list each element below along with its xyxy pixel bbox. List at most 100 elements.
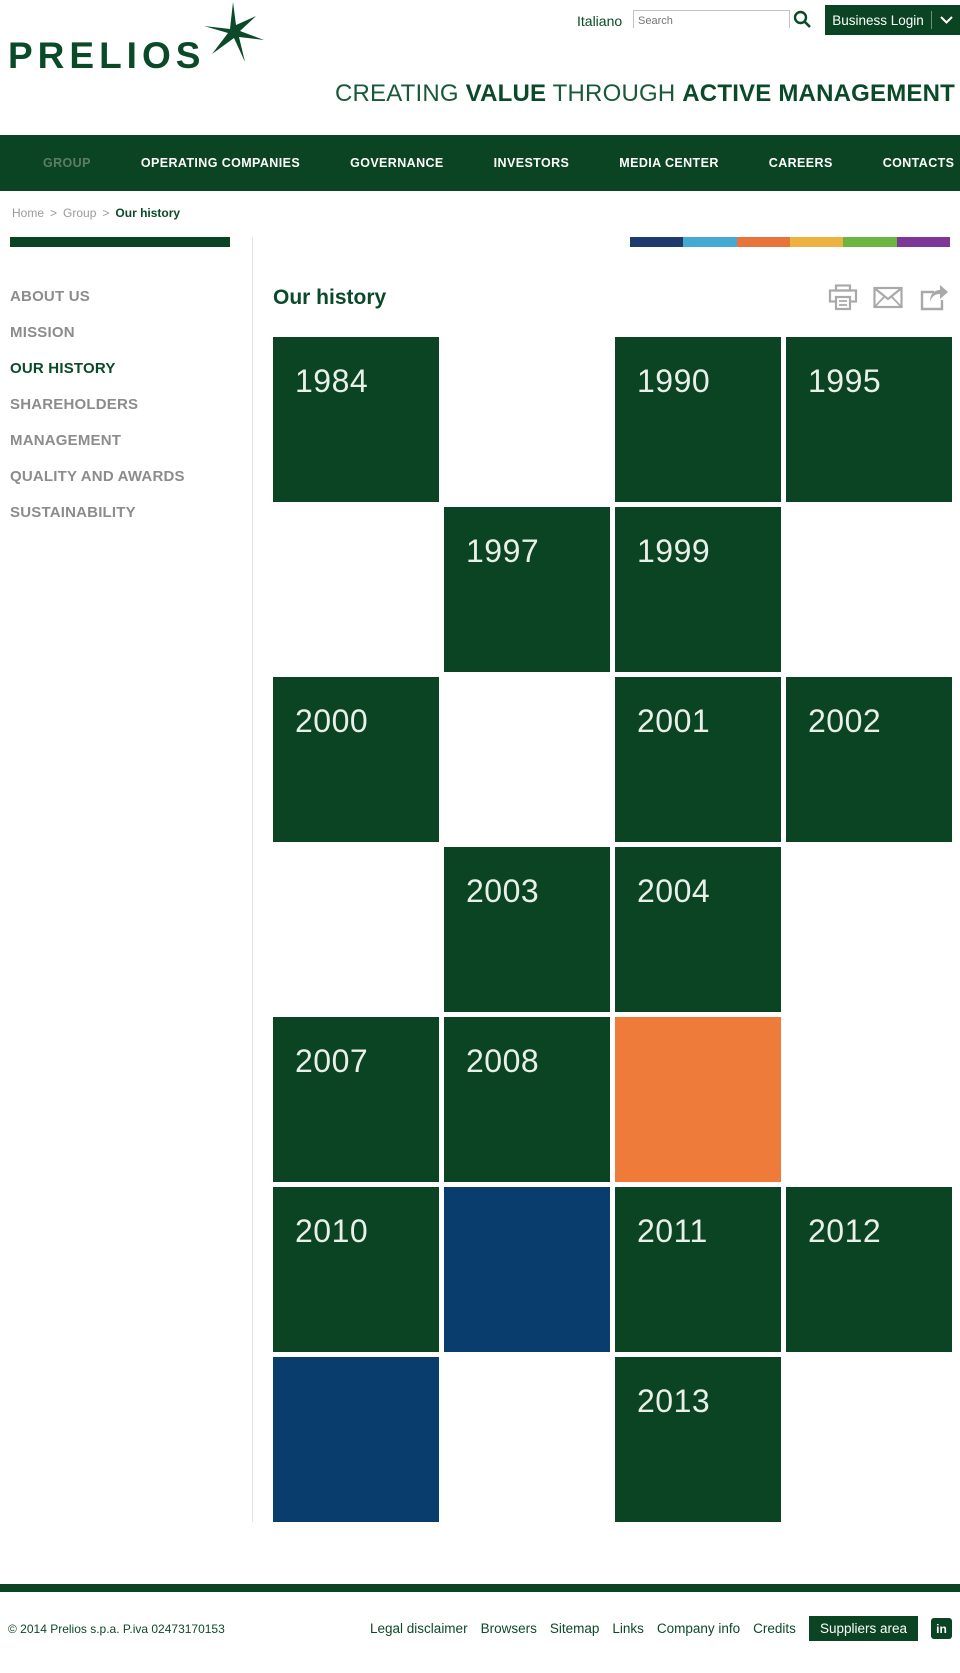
- sidebar-item-management[interactable]: MANAGEMENT: [10, 431, 122, 449]
- breadcrumb-separator: >: [50, 206, 58, 220]
- sidebar-item-sustainability[interactable]: SUSTAINABILITY: [10, 503, 136, 521]
- suppliers-area-button[interactable]: Suppliers area: [808, 1616, 918, 1641]
- tile-year: 2007: [295, 1043, 369, 1079]
- timeline-tile-2001[interactable]: 2001: [615, 677, 781, 842]
- nav-item-governance[interactable]: GOVERNANCE: [350, 156, 444, 170]
- timeline-tile-2000[interactable]: 2000: [273, 677, 439, 842]
- nav-item-media-center[interactable]: MEDIA CENTER: [619, 156, 719, 170]
- search-box: [633, 10, 790, 29]
- sidebar-item-about-us[interactable]: ABOUT US: [10, 287, 90, 305]
- timeline-cell-empty: [444, 677, 610, 842]
- main-nav: GROUP OPERATING COMPANIES GOVERNANCE INVEST…: [0, 135, 960, 191]
- footer-link-company-info[interactable]: Company info: [656, 1621, 741, 1636]
- breadcrumb-item[interactable]: Group: [63, 206, 97, 220]
- tile-year: 2002: [808, 703, 882, 739]
- tile-year: 2011: [637, 1213, 708, 1249]
- tile-year: 2012: [808, 1213, 882, 1249]
- page-toolbar: [828, 284, 948, 311]
- tile-year: 1995: [808, 363, 882, 399]
- tile-year: 2008: [466, 1043, 540, 1079]
- prelios-logo-graphic: PRELIOS: [8, 2, 264, 76]
- timeline-cell-empty: [444, 337, 610, 502]
- timeline-tile-blue[interactable]: [444, 1187, 610, 1352]
- prelios-logo[interactable]: PRELIOS: [8, 2, 270, 79]
- sidebar-item-quality-and-awards[interactable]: QUALITY AND AWARDS: [10, 467, 185, 485]
- footer-link-legal-disclaimer[interactable]: Legal disclaimer: [370, 1621, 468, 1636]
- tile-year: 1990: [637, 363, 711, 399]
- tagline: CREATING VALUE THROUGH ACTIVE MANAGEMENT: [335, 80, 955, 108]
- timeline-tile-blue[interactable]: [273, 1357, 439, 1522]
- footer-accent-bar: [0, 1584, 960, 1592]
- tile-year: 1984: [295, 363, 369, 399]
- chevron-down-icon[interactable]: [931, 11, 960, 29]
- nav-item-careers[interactable]: CAREERS: [768, 156, 833, 170]
- tile-year: 2004: [637, 873, 711, 909]
- timeline-tile-1990[interactable]: 1990: [615, 337, 781, 502]
- nav-item-contacts[interactable]: CONTACTS: [882, 156, 955, 170]
- timeline-tile-2012[interactable]: 2012: [786, 1187, 952, 1352]
- sidebar-accent-bar: [10, 237, 230, 247]
- color-stripe-bar: [630, 237, 950, 247]
- timeline-tile-2010[interactable]: 2010: [273, 1187, 439, 1352]
- language-link[interactable]: Italiano: [577, 13, 623, 29]
- search-icon[interactable]: [793, 10, 811, 28]
- nav-item-group[interactable]: GROUP: [43, 156, 91, 170]
- business-login-button[interactable]: Business Login: [825, 5, 960, 35]
- footer-link-credits[interactable]: Credits: [753, 1621, 796, 1636]
- sidebar-item-shareholders[interactable]: SHAREHOLDERS: [10, 395, 139, 413]
- tile-year: 2013: [637, 1383, 711, 1419]
- timeline-tile-1997[interactable]: 1997: [444, 507, 610, 672]
- stripe-segment: [843, 237, 897, 247]
- footer-link-browsers[interactable]: Browsers: [480, 1621, 537, 1636]
- tile-year: 2010: [295, 1213, 369, 1249]
- tile-year: 2000: [295, 703, 369, 739]
- stripe-segment: [630, 237, 684, 247]
- sidebar-item-our-history[interactable]: OUR HISTORY: [10, 359, 116, 377]
- timeline-cell-empty: [273, 507, 439, 672]
- breadcrumb-item: Our history: [115, 206, 181, 220]
- stripe-segment: [789, 237, 844, 247]
- tagline-segment: ACTIVE MANAGEMENT: [682, 80, 955, 107]
- timeline-tile-1995[interactable]: 1995: [786, 337, 952, 502]
- timeline-tile-2003[interactable]: 2003: [444, 847, 610, 1012]
- star-icon: [204, 2, 264, 62]
- tagline-segment: CREATING: [334, 80, 466, 107]
- timeline-tile-2007[interactable]: 2007: [273, 1017, 439, 1182]
- page-title: Our history: [273, 286, 387, 309]
- timeline-cell-empty: [786, 847, 952, 1012]
- tile-year: 1997: [466, 533, 540, 569]
- footer-link-links[interactable]: Links: [612, 1621, 644, 1636]
- nav-item-investors[interactable]: INVESTORS: [493, 156, 570, 170]
- breadcrumb-item[interactable]: Home: [12, 206, 45, 220]
- timeline-tile-orange[interactable]: [615, 1017, 781, 1182]
- timeline-tile-2002[interactable]: 2002: [786, 677, 952, 842]
- footer-links: Legal disclaimer Browsers Sitemap Links Comp…: [370, 1616, 952, 1641]
- tile-year: 1999: [637, 533, 711, 569]
- tile-year: 2001: [637, 703, 711, 739]
- timeline-tile-2011[interactable]: 2011: [615, 1187, 781, 1352]
- share-icon[interactable]: [918, 284, 948, 311]
- logo-text: PRELIOS: [8, 35, 205, 74]
- timeline-tile-1999[interactable]: 1999: [615, 507, 781, 672]
- business-login-label: Business Login: [832, 12, 924, 28]
- tile-year: 2003: [466, 873, 540, 909]
- footer-link-sitemap[interactable]: Sitemap: [549, 1621, 600, 1636]
- timeline-cell-empty: [786, 1017, 952, 1182]
- copyright-text: © 2014 Prelios s.p.a. P.iva 02473170153: [8, 1621, 225, 1636]
- nav-item-operating-companies[interactable]: OPERATING COMPANIES: [140, 156, 301, 170]
- timeline-cell-empty: [786, 1357, 952, 1522]
- tagline-segment: VALUE: [465, 80, 547, 107]
- timeline-tile-2004[interactable]: 2004: [615, 847, 781, 1012]
- search-input[interactable]: [634, 13, 789, 29]
- stripe-segment: [683, 237, 737, 247]
- timeline-tile-2013[interactable]: 2013: [615, 1357, 781, 1522]
- print-icon[interactable]: [828, 284, 858, 311]
- timeline-tile-1984[interactable]: 1984: [273, 337, 439, 502]
- email-icon[interactable]: [873, 284, 903, 311]
- sidebar-item-mission[interactable]: MISSION: [10, 323, 75, 341]
- breadcrumb-separator: >: [102, 206, 110, 220]
- breadcrumb: Home > Group > Our history: [12, 206, 186, 220]
- linkedin-icon[interactable]: in: [931, 1618, 952, 1639]
- timeline-tile-2008[interactable]: 2008: [444, 1017, 610, 1182]
